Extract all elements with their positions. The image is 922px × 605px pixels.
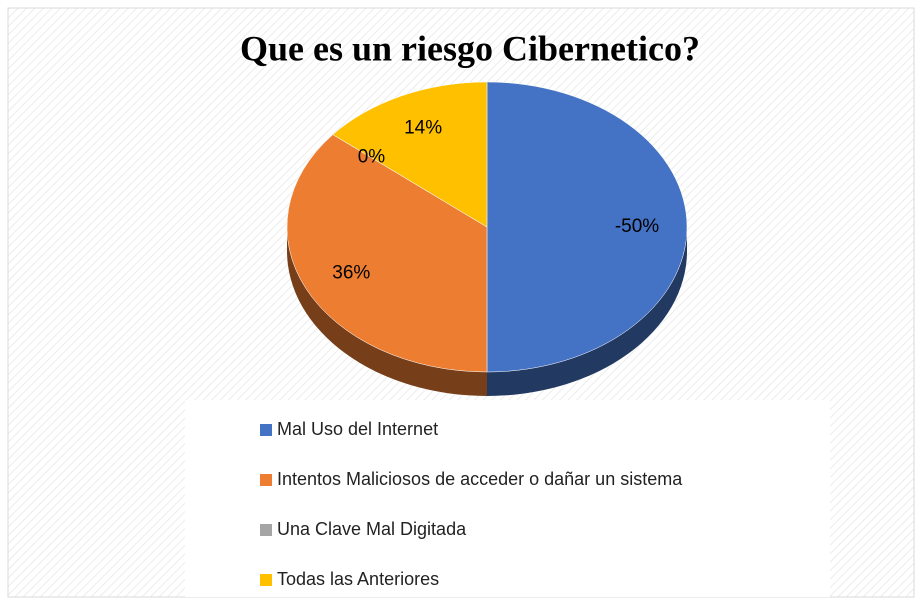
legend-label: Intentos Maliciosos de acceder o dañar u… [277, 469, 683, 489]
slice [286, 134, 488, 373]
chart-title: Que es un riesgo Cibernetico? [240, 28, 700, 68]
slice-side [487, 227, 687, 396]
data-label: 0% [358, 147, 386, 168]
data-label: -50% [615, 216, 659, 237]
slice [486, 81, 688, 373]
legend-swatch [260, 474, 272, 486]
data-label: 36% [332, 262, 370, 283]
legend-swatch [260, 424, 272, 436]
legend-box [185, 400, 830, 597]
legend-label: Una Clave Mal Digitada [277, 519, 467, 539]
legend-swatch [260, 574, 272, 586]
legend-label: Mal Uso del Internet [277, 419, 438, 439]
legend-swatch [260, 524, 272, 536]
slice [332, 81, 488, 228]
slice-side [287, 227, 487, 396]
legend-label: Todas las Anteriores [277, 569, 439, 589]
data-label: 14% [404, 118, 442, 139]
